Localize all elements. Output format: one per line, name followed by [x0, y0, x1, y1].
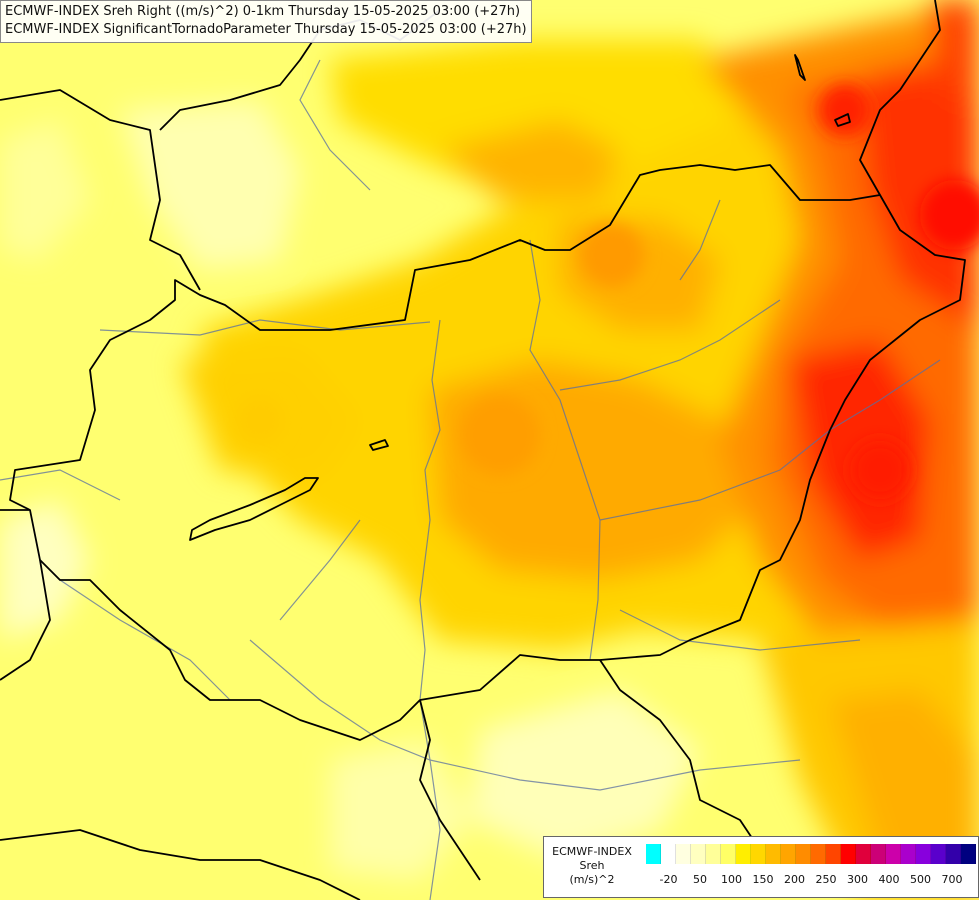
legend-tick-label: 250: [815, 873, 837, 886]
legend-tick-label: 700: [941, 873, 963, 886]
legend-swatch: [901, 844, 916, 864]
legend-tick-label: 500: [910, 873, 931, 886]
legend-swatch: [886, 844, 901, 864]
legend-swatch: [871, 844, 886, 864]
legend-swatch: [661, 844, 676, 864]
legend-swatch: [706, 844, 721, 864]
legend-swatch: [916, 844, 931, 864]
legend-tick-label: -20: [659, 873, 678, 886]
legend-swatch: [826, 844, 841, 864]
legend-swatch: [646, 844, 661, 864]
legend-tick-label: 200: [784, 873, 805, 886]
legend-swatch: [961, 844, 976, 864]
legend-tick-label: 50: [693, 873, 707, 886]
legend-swatch: [691, 844, 706, 864]
legend-unit: (m/s)^2: [569, 873, 615, 886]
legend-swatch: [736, 844, 751, 864]
color-legend: ECMWF-INDEX Sreh (m/s)^2 -20 50 100 150 200 2…: [543, 836, 979, 898]
legend-source: ECMWF-INDEX: [552, 845, 632, 858]
legend-tick-label: 100: [721, 873, 742, 886]
legend-tick-label: 150: [752, 873, 774, 886]
legend-colorbar: [646, 844, 976, 864]
title-line-sreh: ECMWF-INDEX Sreh Right ((m/s)^2) 0-1km T…: [5, 4, 521, 19]
legend-swatch: [781, 844, 796, 864]
legend-swatch: [841, 844, 856, 864]
rivers: [0, 59, 941, 900]
legend-swatch: [766, 844, 781, 864]
map-title: ECMWF-INDEX Sreh Right ((m/s)^2) 0-1km T…: [0, 0, 532, 43]
legend-swatch: [796, 844, 811, 864]
legend-label: ECMWF-INDEX Sreh (m/s)^2: [546, 845, 638, 887]
legend-swatch: [751, 844, 766, 864]
legend-swatch: [676, 844, 691, 864]
legend-swatch: [856, 844, 871, 864]
legend-variable: Sreh: [579, 859, 605, 872]
legend-swatch: [811, 844, 826, 864]
legend-tick-label: 400: [878, 873, 900, 886]
sreh-field-detail: [236, 84, 979, 500]
legend-swatch: [721, 844, 736, 864]
legend-swatch: [931, 844, 946, 864]
legend-swatch: [946, 844, 961, 864]
legend-ticks: -20 50 100 150 200 250 300 400 500 700: [646, 873, 976, 889]
legend-tick-label: 300: [847, 873, 868, 886]
title-line-stp: ECMWF-INDEX SignificantTornadoParameter …: [5, 22, 527, 37]
